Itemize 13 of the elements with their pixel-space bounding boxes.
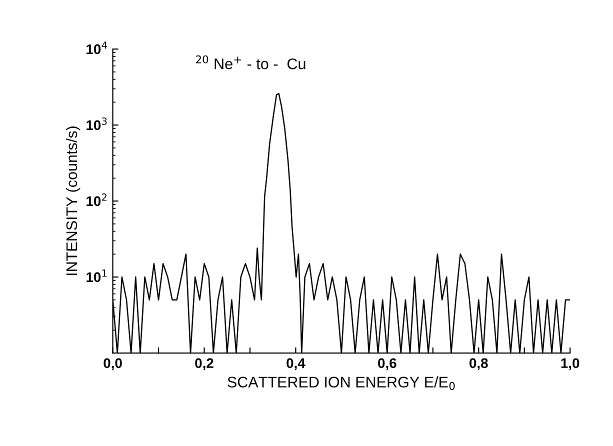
x-tick-label: 0,2 [195, 358, 214, 370]
y-axis-title: INTENSITY (counts/s) [66, 126, 80, 276]
x-tick-label: 0,8 [470, 358, 488, 370]
x-tick-label: 0,4 [286, 358, 306, 370]
y-tick-label: 10$^{1}$ [86, 270, 107, 282]
x-tick-label: 1,0 [561, 358, 580, 370]
y-tick-label: 10$^{3}$ [86, 117, 107, 130]
y-tick-label: 10$^{4}$ [86, 42, 107, 54]
x-tick-label: 0,0 [104, 358, 122, 370]
x-axis-title: SCATTERED ION ENERGY E/E$_{0}$ [228, 376, 455, 390]
x-tick-label: 0,6 [378, 358, 396, 370]
y-tick-label: 10$^{2}$ [86, 193, 106, 206]
annotation: $^{20}$ Ne$^{+}$ - to - Cu [196, 55, 306, 70]
